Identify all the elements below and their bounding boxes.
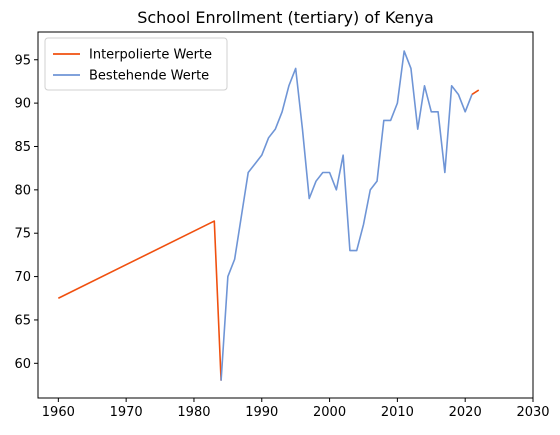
legend-label: Interpolierte Werte (89, 48, 212, 63)
x-tick-label: 1990 (245, 405, 278, 420)
x-tick-label: 1960 (42, 405, 75, 420)
chart-title: School Enrollment (tertiary) of Kenya (137, 8, 434, 27)
x-tick-label: 2010 (381, 405, 414, 420)
x-axis: 1960 1970 1980 1990 2000 2010 2020 2030 (42, 398, 550, 420)
series-line-1 (471, 89, 480, 96)
series-layer (57, 50, 480, 381)
y-tick-label: 70 (14, 270, 31, 285)
y-tick-label: 60 (14, 357, 31, 372)
x-tick-label: 2000 (313, 405, 346, 420)
y-tick-label: 75 (14, 227, 31, 242)
y-axis: 60 65 70 75 80 85 90 95 (14, 53, 38, 372)
x-tick-label: 2030 (516, 405, 549, 420)
x-tick-label: 1970 (110, 405, 143, 420)
y-tick-label: 65 (14, 313, 31, 328)
y-tick-label: 90 (14, 97, 31, 112)
series-line-2 (220, 50, 473, 381)
legend-box (44, 37, 228, 91)
legend: Interpolierte Werte Bestehende Werte (44, 37, 228, 91)
x-tick-label: 1980 (177, 405, 210, 420)
y-tick-label: 80 (14, 183, 31, 198)
y-tick-label: 85 (14, 140, 31, 155)
plot-frame (37, 31, 534, 399)
legend-label: Bestehende Werte (89, 69, 209, 84)
series-line-0 (57, 220, 222, 381)
y-tick-label: 95 (14, 53, 31, 68)
x-tick-label: 2020 (449, 405, 482, 420)
